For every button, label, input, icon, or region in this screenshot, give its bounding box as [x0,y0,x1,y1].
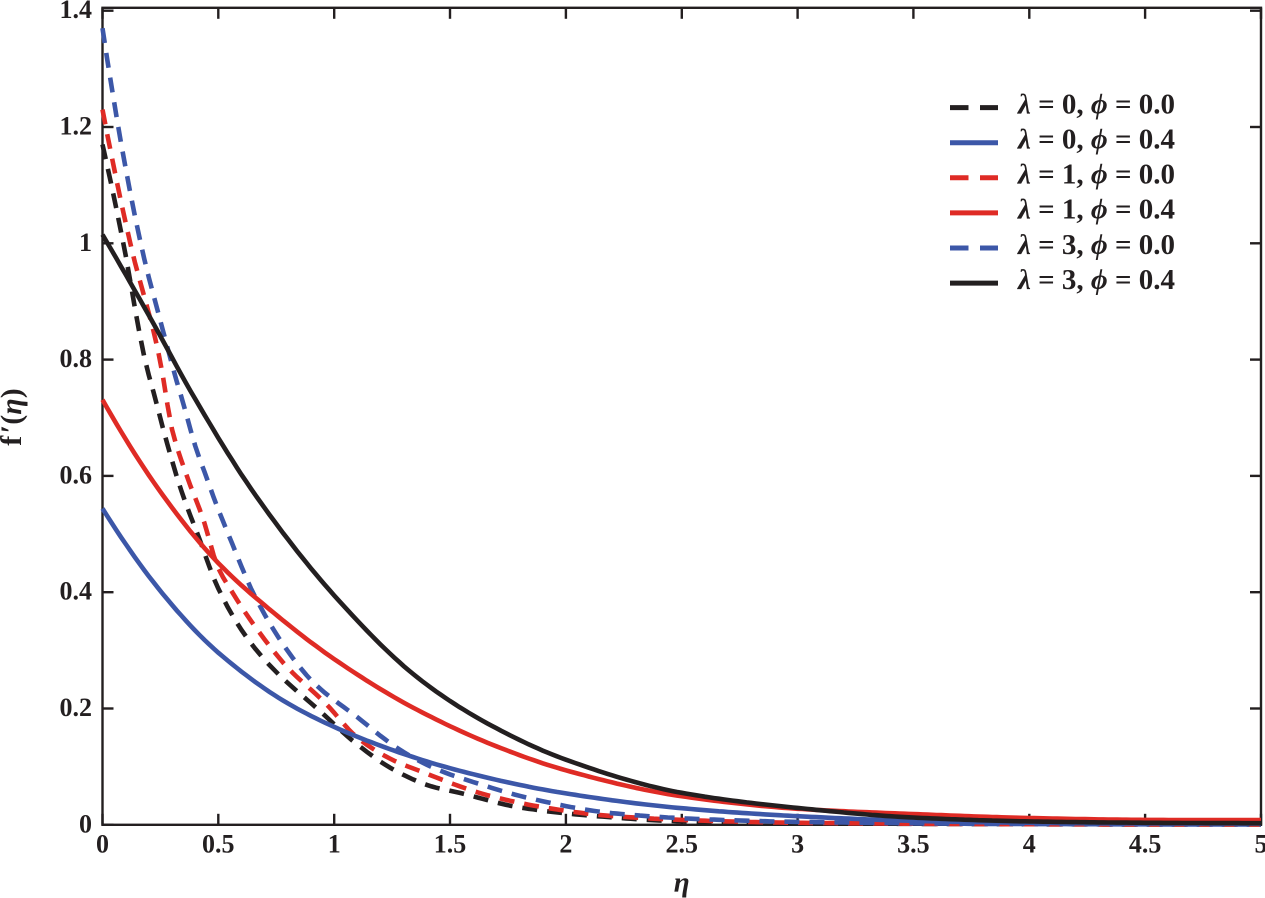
svg-text:0.5: 0.5 [202,829,235,858]
svg-text:0.6: 0.6 [60,460,93,489]
svg-text:1: 1 [328,829,341,858]
svg-text:f ′(η): f ′(η) [0,388,28,445]
svg-text:3: 3 [791,829,804,858]
svg-text:0: 0 [96,829,109,858]
svg-text:λ = 0, ϕ = 0.0: λ = 0, ϕ = 0.0 [1017,88,1175,120]
svg-text:λ = 1, ϕ = 0.0: λ = 1, ϕ = 0.0 [1017,159,1175,191]
svg-text:2.5: 2.5 [666,829,699,858]
svg-text:3.5: 3.5 [897,829,930,858]
svg-text:λ = 0, ϕ = 0.4: λ = 0, ϕ = 0.4 [1017,124,1175,156]
svg-text:λ = 1, ϕ = 0.4: λ = 1, ϕ = 0.4 [1017,194,1175,226]
svg-text:1: 1 [79,228,92,257]
svg-text:4.5: 4.5 [1129,829,1162,858]
svg-text:0.2: 0.2 [60,693,93,722]
svg-text:0.8: 0.8 [60,344,93,373]
svg-text:1.5: 1.5 [434,829,467,858]
svg-text:1.2: 1.2 [60,112,93,141]
svg-text:λ = 3, ϕ = 0.4: λ = 3, ϕ = 0.4 [1017,264,1175,296]
svg-text:0: 0 [79,809,92,838]
svg-text:η: η [674,867,690,898]
svg-text:λ = 3, ϕ = 0.0: λ = 3, ϕ = 0.0 [1017,229,1175,261]
svg-text:2: 2 [559,829,572,858]
svg-text:4: 4 [1023,829,1036,858]
svg-text:0.4: 0.4 [60,577,93,606]
svg-text:5: 5 [1255,829,1265,858]
svg-text:1.4: 1.4 [60,0,93,24]
